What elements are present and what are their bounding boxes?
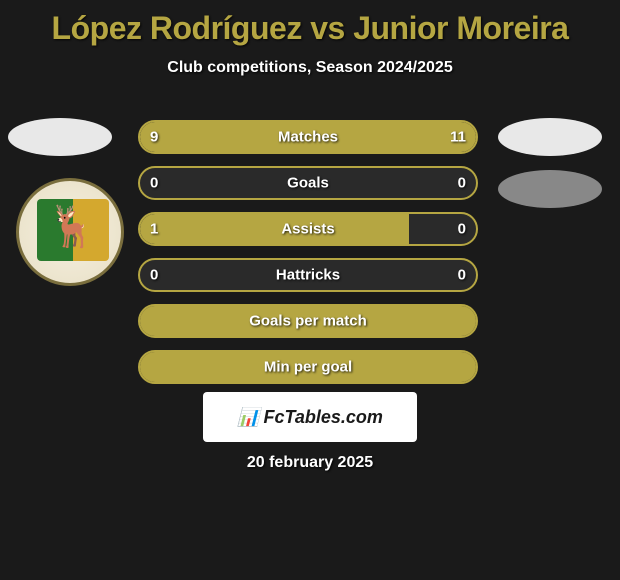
stat-label: Min per goal [264, 359, 352, 376]
subtitle: Club competitions, Season 2024/2025 [0, 59, 620, 77]
stat-row-hattricks: 0 Hattricks 0 [138, 258, 478, 292]
date-text: 20 february 2025 [247, 454, 373, 472]
comparison-bars: 9 Matches 11 0 Goals 0 1 Assists 0 0 Hattricks 0 Goa… [138, 120, 478, 396]
stat-row-matches: 9 Matches 11 [138, 120, 478, 154]
stat-right-value: 0 [458, 267, 466, 284]
stat-label: Goals per match [249, 313, 367, 330]
stat-label: Assists [281, 221, 334, 238]
stat-label: Hattricks [276, 267, 340, 284]
deer-icon: 🦌 [47, 203, 97, 250]
team-badge: 🦌 [16, 178, 124, 286]
stat-right-value: 0 [458, 221, 466, 238]
fctables-badge: 📊 FcTables.com [203, 392, 417, 442]
stat-row-min-per-goal: Min per goal [138, 350, 478, 384]
stat-row-goals: 0 Goals 0 [138, 166, 478, 200]
player-right-avatar-1 [498, 118, 602, 156]
stat-row-assists: 1 Assists 0 [138, 212, 478, 246]
stat-left-value: 0 [150, 175, 158, 192]
chart-icon: 📊 [237, 407, 259, 428]
stat-right-value: 11 [450, 129, 466, 146]
page-title: López Rodríguez vs Junior Moreira [0, 0, 620, 47]
fctables-label: FcTables.com [264, 407, 383, 428]
player-left-avatar [8, 118, 112, 156]
stat-label: Goals [287, 175, 329, 192]
stat-left-value: 1 [150, 221, 158, 238]
player-right-avatar-2 [498, 170, 602, 208]
stat-row-goals-per-match: Goals per match [138, 304, 478, 338]
stat-left-value: 9 [150, 129, 158, 146]
stat-left-value: 0 [150, 267, 158, 284]
stat-right-value: 0 [458, 175, 466, 192]
stat-label: Matches [278, 129, 338, 146]
